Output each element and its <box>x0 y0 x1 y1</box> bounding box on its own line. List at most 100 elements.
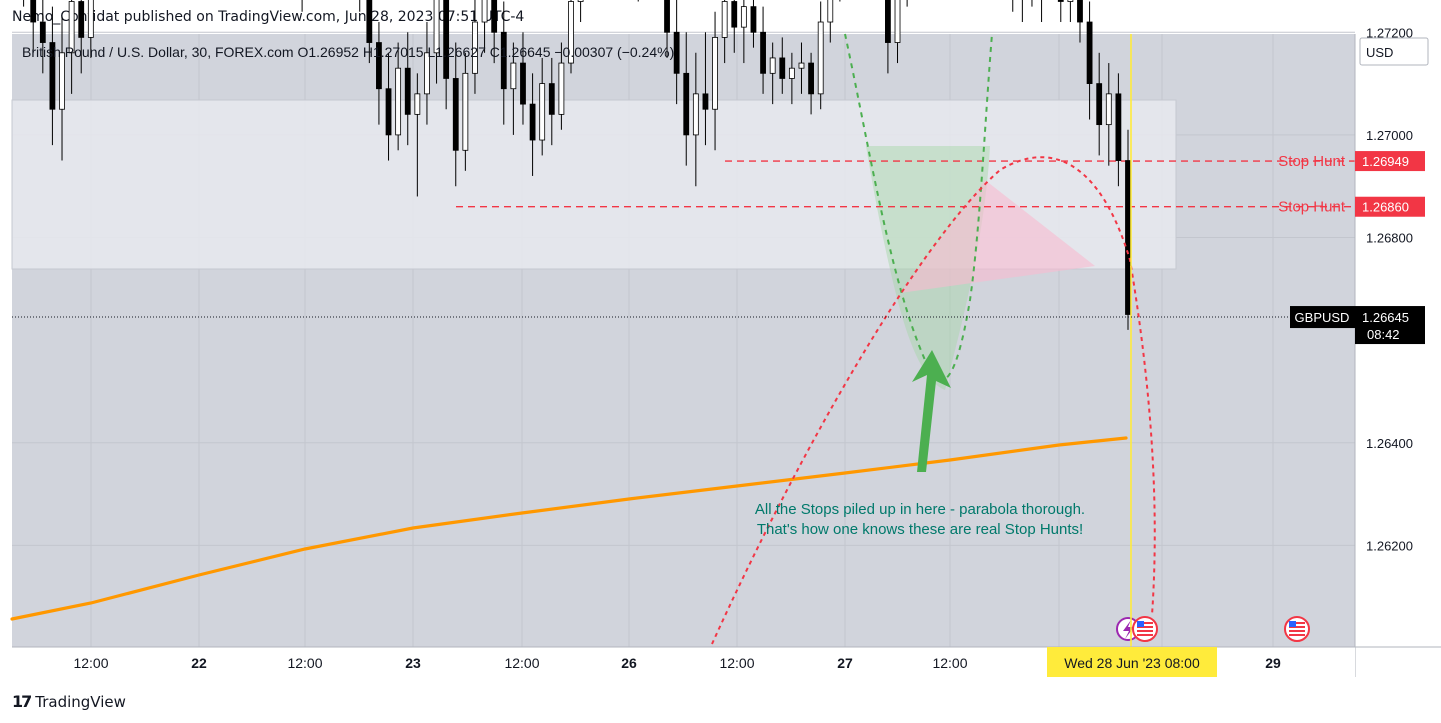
y-tick-label: 1.26400 <box>1366 436 1413 451</box>
candle-body <box>68 1 75 54</box>
candle-body <box>769 57 776 74</box>
x-cursor-tag <box>1047 647 1217 677</box>
flag-stripe <box>1289 626 1305 628</box>
candle-body <box>740 6 747 28</box>
flag-canton <box>1137 621 1144 627</box>
candle-body <box>1057 0 1064 2</box>
candle-body <box>481 0 488 23</box>
y-tick-label: 1.26200 <box>1366 538 1413 553</box>
candle-body <box>452 78 459 151</box>
candle-body <box>750 6 757 33</box>
flag-stripe <box>1137 626 1153 628</box>
candle-body <box>827 0 834 23</box>
candle-body <box>87 0 94 38</box>
y-tick-label: 1.26800 <box>1366 231 1413 246</box>
red-triangle-zone <box>900 180 1095 293</box>
flag-stripe <box>1289 622 1305 624</box>
candle-body <box>1067 0 1074 2</box>
y-tick-label: 1.27200 <box>1366 25 1413 40</box>
candle-body <box>500 31 507 90</box>
candle-body <box>894 0 901 43</box>
candle-body <box>712 37 718 110</box>
candle-body <box>760 31 766 74</box>
candle-body <box>788 67 795 79</box>
candle-body <box>548 83 555 115</box>
candle-body <box>462 72 469 151</box>
currency-button <box>1359 37 1429 66</box>
symbol-tag-label: GBPUSD <box>1295 310 1350 325</box>
legend-part: C <box>490 44 500 60</box>
stop-hunt-label: Stop Hunt <box>1278 153 1346 170</box>
x-tick-label: 12:00 <box>287 655 322 671</box>
flag-stripe <box>1137 622 1153 624</box>
candle-body <box>472 21 478 74</box>
legend-part: 1.26645 <box>500 44 555 60</box>
candle-body <box>1086 21 1093 84</box>
candle-body <box>510 62 517 90</box>
lightning-bolt-icon <box>1123 620 1134 639</box>
candle-body <box>808 62 814 95</box>
candle-body <box>692 93 699 136</box>
stop-hunt-label: Stop Hunt <box>1278 199 1346 216</box>
legend-part: L <box>427 44 435 60</box>
candle-body <box>798 62 805 69</box>
flag-stripe <box>1289 630 1305 632</box>
price-tag <box>1355 196 1425 217</box>
green-arrow-icon <box>912 350 951 472</box>
legend-part: H <box>363 44 373 60</box>
candle-body <box>721 1 728 38</box>
currency-label: USD <box>1366 45 1393 60</box>
x-tick-label: 23 <box>405 655 421 671</box>
price-tag-value: 1.26949 <box>1362 154 1409 169</box>
candle-body <box>376 42 382 90</box>
candle-body <box>30 0 37 23</box>
candle-body <box>664 0 670 33</box>
x-tick-label: 27 <box>837 655 853 671</box>
us-flag-event-icon <box>1132 616 1158 642</box>
annotation-text: All the Stops piled up in here - parabol… <box>755 501 1085 518</box>
flag-stripe <box>1289 634 1305 636</box>
candle-body <box>885 0 891 43</box>
last-price-value: 1.26645 <box>1362 310 1409 325</box>
x-tick-label: 29 <box>1265 655 1281 671</box>
y-tick-label: 1.27000 <box>1366 128 1413 143</box>
annotation-text: That's how one knows these are real Stop… <box>757 521 1083 538</box>
candle-body <box>817 21 824 95</box>
red-parabola-curve <box>711 156 1156 645</box>
candle-body <box>395 67 402 136</box>
symbol-tag <box>1290 306 1355 329</box>
candle-body <box>779 57 786 79</box>
x-tick-label: 12:00 <box>932 655 967 671</box>
x-tick-label: 12:00 <box>504 655 539 671</box>
candle-body <box>673 31 680 74</box>
candle-body <box>78 1 85 38</box>
candle-body <box>1077 0 1083 23</box>
flag-canton <box>1289 621 1296 627</box>
candle-body <box>1115 93 1122 161</box>
candle-body <box>1096 83 1103 126</box>
price-tag-value: 1.26860 <box>1362 200 1409 215</box>
candle-body <box>529 103 536 141</box>
x-cursor-label: Wed 28 Jun '23 08:00 <box>1064 655 1200 671</box>
x-tick-label: 22 <box>191 655 207 671</box>
flag-stripe <box>1137 634 1153 636</box>
candle-body <box>731 1 738 28</box>
candle-body <box>424 52 430 95</box>
moving-average-line <box>10 436 1128 621</box>
candle-body <box>49 42 56 110</box>
tv-logo-icon: 17 <box>12 692 32 711</box>
candle-body <box>385 88 392 136</box>
price-tag <box>1355 151 1425 172</box>
candle-body <box>366 0 373 43</box>
candle-body <box>577 0 584 2</box>
candle-body <box>59 52 65 110</box>
legend-part: 1.26627 <box>435 44 490 60</box>
tradingview-logo[interactable]: 17 TradingView <box>12 692 126 711</box>
candle-body <box>520 62 526 105</box>
x-tick-label: 26 <box>621 655 637 671</box>
countdown-value: 08:42 <box>1367 327 1400 342</box>
candle-body <box>433 0 440 54</box>
candle-body <box>558 62 565 115</box>
ohlc-legend: British Pound / U.S. Dollar, 30, FOREX.c… <box>22 44 674 60</box>
